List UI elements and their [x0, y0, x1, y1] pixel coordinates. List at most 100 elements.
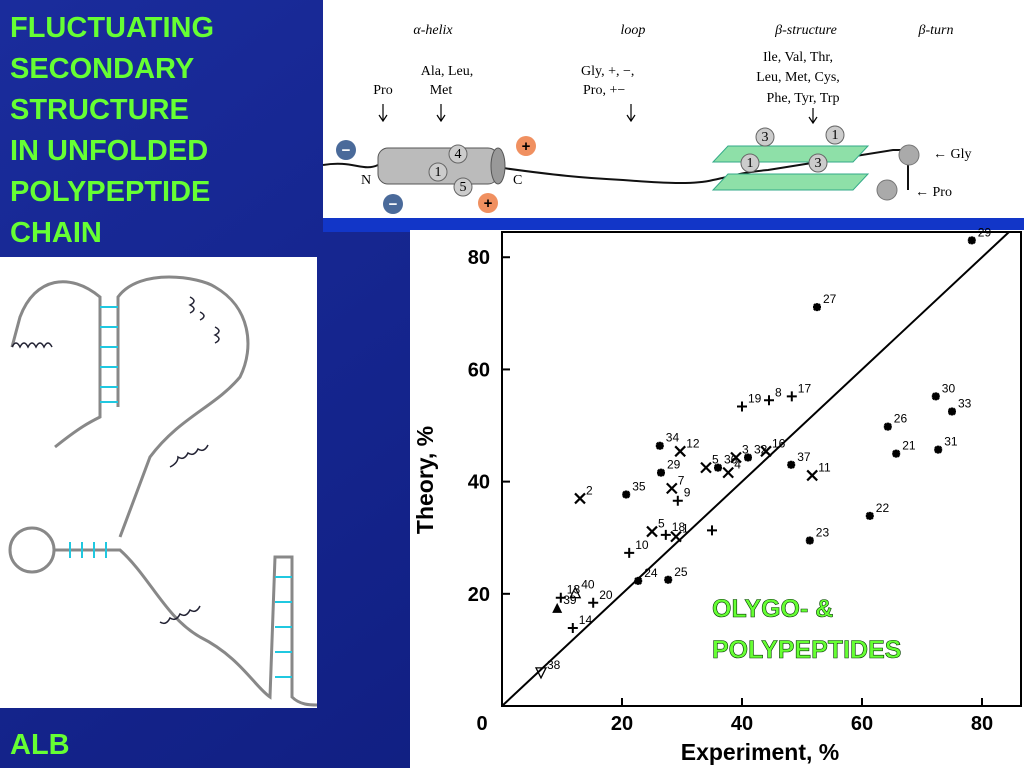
point-label: 24: [644, 566, 658, 580]
charges: − + − +: [336, 136, 536, 214]
point: [674, 445, 686, 458]
residue-label: Phe, Tyr, Trp: [767, 91, 840, 106]
point-label: 22: [876, 501, 890, 515]
residue-label: Pro, +−: [583, 83, 625, 98]
point: [555, 592, 566, 603]
residue-label: Gly, +, −,: [581, 64, 634, 79]
point: [744, 453, 752, 462]
position: 3: [815, 156, 822, 171]
x-tick-label: 80: [971, 713, 993, 735]
plot-frame: [501, 231, 1022, 707]
point: [666, 482, 678, 495]
point-label: 18: [672, 520, 686, 534]
title-line: POLYPEPTIDE: [10, 176, 210, 208]
point-label: 26: [894, 412, 908, 426]
point: [670, 530, 682, 543]
point-label: 25: [674, 565, 688, 579]
point: [948, 407, 956, 416]
point: [737, 401, 747, 412]
title-line: IN UNFOLDED: [10, 135, 208, 167]
y-tick-label: 60: [468, 359, 490, 381]
point: [730, 451, 742, 464]
terminus: C: [513, 173, 522, 188]
position: 1: [747, 156, 754, 171]
point: [722, 466, 734, 479]
title-line: CHAIN: [10, 217, 102, 249]
point: [664, 575, 673, 584]
point-label: 29: [978, 225, 992, 239]
x-tick-label: 20: [611, 713, 633, 735]
point-label: 30: [942, 381, 956, 395]
terminus: N: [361, 173, 371, 188]
diagram-header: β-turn: [918, 23, 954, 38]
point-label: 11: [818, 460, 831, 474]
point-label: 31: [944, 435, 958, 449]
scatter-chart: Experiment, % Theory, % OLYGO- & POLYPEP…: [410, 225, 1024, 768]
point-label: 10: [635, 538, 649, 552]
point-label: 27: [823, 292, 837, 306]
diagram-header: α-helix: [413, 23, 453, 38]
point: [700, 461, 712, 474]
point-label: 1: [682, 522, 689, 536]
strip: [323, 218, 1024, 232]
position: 1: [832, 128, 839, 143]
point-label: 14: [579, 613, 593, 627]
point: [588, 597, 599, 608]
charge: −: [389, 196, 398, 213]
position: 1: [435, 165, 442, 180]
point: [646, 525, 658, 538]
point-label: 16: [772, 436, 786, 450]
point-label: 36: [724, 453, 738, 467]
diagonal: [501, 231, 1010, 707]
point-label: 38: [547, 658, 561, 672]
diagram-header: loop: [621, 23, 646, 38]
residue-label: Met: [430, 83, 453, 98]
point-label: 34: [666, 431, 680, 445]
annotation: POLYPEPTIDES: [712, 636, 901, 664]
footer: ALB: [10, 729, 70, 761]
sheet: [711, 145, 870, 163]
x-tick-label: 40: [731, 713, 753, 735]
diagram-header: β-structure: [774, 23, 837, 38]
slide-title: FLUCTUATING SECONDARY STRUCTURE IN UNFOL…: [10, 12, 214, 249]
point: [892, 449, 901, 458]
charge: +: [522, 138, 531, 155]
point: [865, 511, 874, 520]
point-label: 32: [754, 443, 768, 457]
position: 3: [762, 130, 769, 145]
point: [660, 529, 671, 540]
point: [567, 623, 578, 634]
point-label: 17: [798, 381, 812, 395]
x-tick-label: 0: [476, 713, 487, 735]
title-line: SECONDARY: [10, 53, 194, 85]
point-label: 7: [678, 473, 685, 487]
x-tick-label: 60: [851, 713, 873, 735]
turn-label: ← Pro: [915, 185, 952, 200]
folding-diagram: [0, 257, 318, 708]
charge: −: [342, 142, 351, 159]
position: 5: [460, 180, 467, 195]
point: [714, 463, 722, 472]
structure-diagram: α-helix loop β-structure β-turn Pro Ala,…: [322, 0, 1024, 218]
point: [707, 525, 717, 536]
point-label: 33: [958, 397, 972, 411]
point: [786, 391, 797, 402]
point: [534, 667, 548, 680]
point-label: 12: [686, 436, 700, 450]
point: [655, 441, 664, 450]
helix-end: [490, 147, 506, 185]
sheet: [711, 173, 870, 191]
point: [634, 576, 643, 585]
point-label: 37: [797, 450, 811, 464]
y-tick-label: 40: [468, 472, 490, 494]
point: [967, 236, 976, 245]
point: [764, 395, 774, 406]
residue-label: Leu, Met, Cys,: [756, 70, 840, 85]
residue-label: Ala, Leu,: [421, 64, 473, 79]
point: [760, 445, 772, 458]
point-label: 21: [902, 439, 916, 453]
point-label: 8: [775, 385, 782, 399]
turn-residue: [876, 179, 898, 201]
